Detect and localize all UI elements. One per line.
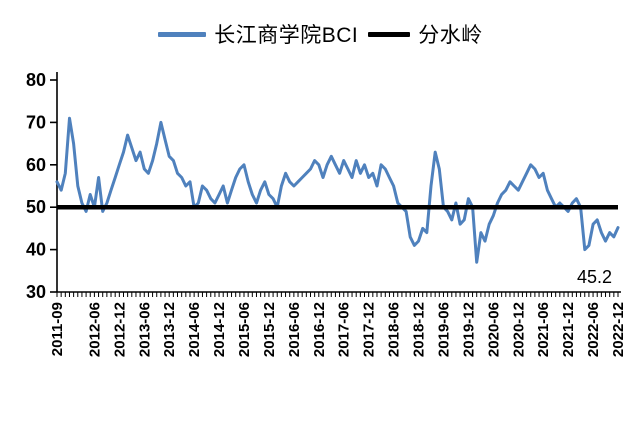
legend-item-watershed: 分水岭 <box>368 19 483 49</box>
legend: 长江商学院BCI 分水岭 <box>0 0 641 52</box>
y-tick-label: 60 <box>26 155 46 175</box>
x-tick-label: 2020-06 <box>485 302 502 357</box>
x-tick-label: 2022-12 <box>610 302 627 357</box>
bci-series-line <box>55 116 620 264</box>
x-tick-label: 2021-06 <box>535 302 552 357</box>
y-tick-label: 80 <box>26 70 46 90</box>
y-tick-label: 70 <box>26 112 46 132</box>
watershed-line-swatch-icon <box>368 31 411 37</box>
x-tick-label: 2014-06 <box>186 302 203 357</box>
axes <box>56 72 621 293</box>
x-axis-ticks <box>56 292 619 297</box>
x-tick-label: 2022-06 <box>585 302 602 357</box>
y-axis-ticks: 30 40 50 60 70 80 <box>26 70 57 302</box>
x-tick-label: 2017-06 <box>336 302 353 357</box>
x-tick-label: 2011-09 <box>49 302 66 356</box>
x-tick-label: 2012-06 <box>86 302 103 357</box>
x-tick-label: 2015-06 <box>236 302 253 357</box>
legend-label-bci: 长江商学院BCI <box>214 24 359 47</box>
x-tick-label: 2013-06 <box>136 302 153 357</box>
x-tick-label: 2012-12 <box>111 302 128 357</box>
x-tick-label: 2016-06 <box>286 302 303 357</box>
x-tick-label: 2018-12 <box>411 302 428 357</box>
x-tick-label: 2014-12 <box>211 302 228 357</box>
x-tick-label: 2021-12 <box>560 302 577 357</box>
last-value-label: 45.2 <box>577 267 612 287</box>
y-tick-label: 40 <box>26 240 46 260</box>
x-tick-label: 2018-06 <box>386 302 403 357</box>
y-tick-label: 30 <box>26 282 46 302</box>
legend-item-bci: 长江商学院BCI <box>158 19 358 49</box>
x-tick-label: 2016-12 <box>311 302 328 357</box>
chart-canvas: 30 40 50 60 70 80 2011-09 2012-06 2012-12 2013-06… <box>26 70 627 357</box>
bci-line-swatch-icon <box>158 31 207 37</box>
x-tick-label: 2015-12 <box>261 302 278 357</box>
x-tick-label: 2020-12 <box>510 302 527 357</box>
x-tick-label: 2019-12 <box>460 302 477 357</box>
x-axis-labels: 2011-09 2012-06 2012-12 2013-06 2013-12 2014-… <box>49 302 627 357</box>
x-tick-label: 2019-06 <box>435 302 452 357</box>
y-tick-label: 50 <box>26 197 46 217</box>
legend-label-watershed: 分水岭 <box>418 24 483 47</box>
x-tick-label: 2017-12 <box>361 302 378 357</box>
x-tick-label: 2013-12 <box>161 302 178 357</box>
